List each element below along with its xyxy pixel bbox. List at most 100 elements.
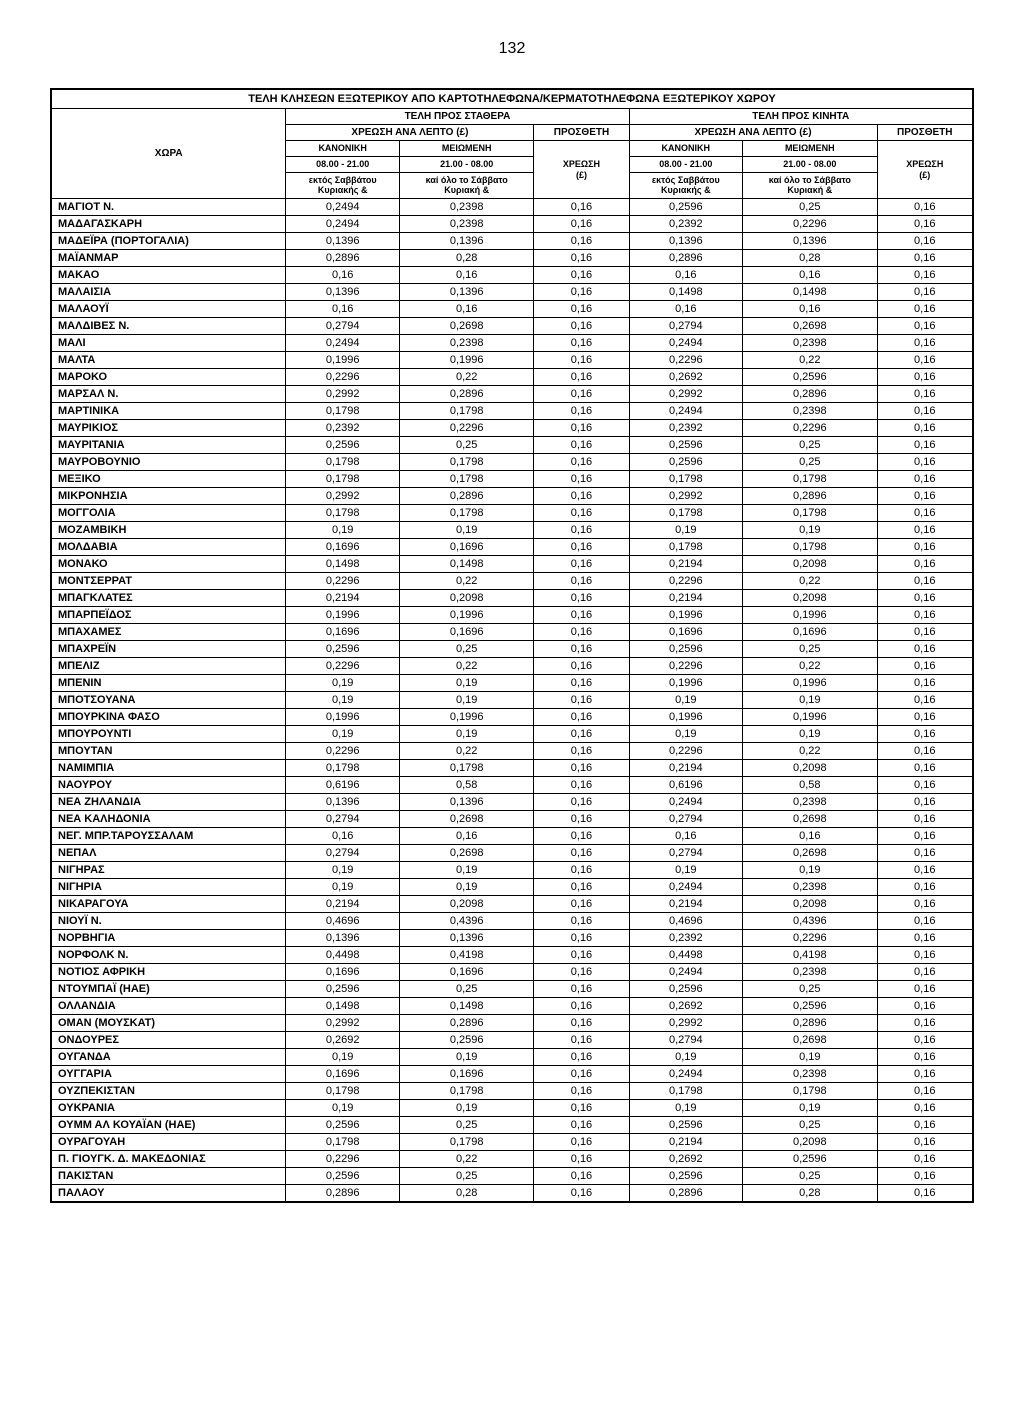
value-cell: 0,2896 (743, 488, 877, 505)
value-cell: 0,22 (399, 573, 533, 590)
table-row: ΜΠΟΤΣΟΥΑΝΑ0,190,190,160,190,190,16 (51, 692, 973, 709)
reduced-2: ΜΕΙΩΜΕΝΗ (743, 141, 877, 157)
value-cell: 0,2098 (399, 590, 533, 607)
value-cell: 0,16 (877, 335, 973, 352)
country-cell: ΜΠΑΓΚΛΑΤΕΣ (51, 590, 286, 607)
table-row: ΝΟΡΒΗΓΙΑ0,13960,13960,160,23920,22960,16 (51, 930, 973, 947)
value-cell: 0,16 (877, 284, 973, 301)
value-cell: 0,2098 (743, 590, 877, 607)
value-cell: 0,2296 (629, 743, 743, 760)
value-cell: 0,16 (534, 777, 629, 794)
table-row: ΜΠΑΧΑΜΕΣ0,16960,16960,160,16960,16960,16 (51, 624, 973, 641)
value-cell: 0,16 (877, 845, 973, 862)
value-cell: 0,1798 (286, 505, 400, 522)
value-cell: 0,16 (877, 250, 973, 267)
value-cell: 0,2392 (286, 420, 400, 437)
value-cell: 0,28 (743, 250, 877, 267)
value-cell: 0,19 (399, 522, 533, 539)
charge-1: ΧΡΕΩΣΗ(£) (534, 141, 629, 199)
country-cell: ΜΠΟΥΤΑΝ (51, 743, 286, 760)
value-cell: 0,2596 (286, 981, 400, 998)
value-cell: 0,2596 (629, 1117, 743, 1134)
table-row: ΜΑΛΑΟΥΪ0,160,160,160,160,160,16 (51, 301, 973, 318)
value-cell: 0,2296 (743, 420, 877, 437)
value-cell: 0,2596 (286, 1168, 400, 1185)
table-row: ΜΑΡΟΚΟ0,22960,220,160,26920,25960,16 (51, 369, 973, 386)
value-cell: 0,16 (877, 709, 973, 726)
table-row: ΜΑΥΡΙΤΑΝΙΑ0,25960,250,160,25960,250,16 (51, 437, 973, 454)
value-cell: 0,2596 (286, 641, 400, 658)
value-cell: 0,16 (534, 573, 629, 590)
value-cell: 0,25 (399, 981, 533, 998)
value-cell: 0,2794 (286, 318, 400, 335)
table-row: ΝΙΓΗΡΑΣ0,190,190,160,190,190,16 (51, 862, 973, 879)
value-cell: 0,1798 (286, 1083, 400, 1100)
value-cell: 0,16 (877, 454, 973, 471)
value-cell: 0,16 (534, 216, 629, 233)
value-cell: 0,28 (399, 1185, 533, 1203)
value-cell: 0,16 (877, 930, 973, 947)
value-cell: 0,16 (534, 624, 629, 641)
value-cell: 0,16 (534, 845, 629, 862)
table-row: ΜΑΛΙ0,24940,23980,160,24940,23980,16 (51, 335, 973, 352)
value-cell: 0,1396 (286, 930, 400, 947)
value-cell: 0,2596 (629, 437, 743, 454)
value-cell: 0,19 (286, 675, 400, 692)
country-cell: ΟΥΓΓΑΡΙΑ (51, 1066, 286, 1083)
value-cell: 0,16 (534, 1185, 629, 1203)
value-cell: 0,2098 (399, 896, 533, 913)
value-cell: 0,16 (534, 879, 629, 896)
value-cell: 0,19 (399, 879, 533, 896)
value-cell: 0,1396 (399, 284, 533, 301)
value-cell: 0,2398 (743, 335, 877, 352)
country-cell: Π. ΓΙΟΥΓΚ. Δ. ΜΑΚΕΔΟΝΙΑΣ (51, 1151, 286, 1168)
additional-2: ΠΡΟΣΘΕΤΗ (877, 125, 973, 141)
time1-a: 08.00 - 21.00 (286, 156, 400, 172)
country-cell: ΟΜΑΝ (ΜΟΥΣΚΑΤ) (51, 1015, 286, 1032)
value-cell: 0,2896 (399, 1015, 533, 1032)
value-cell: 0,19 (286, 692, 400, 709)
value-cell: 0,16 (534, 233, 629, 250)
value-cell: 0,1996 (743, 607, 877, 624)
value-cell: 0,16 (877, 760, 973, 777)
table-row: ΜΠΑΡΠΕΪΔΟΣ0,19960,19960,160,19960,19960,… (51, 607, 973, 624)
value-cell: 0,16 (399, 301, 533, 318)
value-cell: 0,25 (743, 437, 877, 454)
value-cell: 0,16 (743, 828, 877, 845)
country-cell: ΜΟΛΔΑΒΙΑ (51, 539, 286, 556)
value-cell: 0,16 (877, 743, 973, 760)
value-cell: 0,16 (534, 692, 629, 709)
value-cell: 0,2896 (399, 386, 533, 403)
value-cell: 0,1996 (286, 607, 400, 624)
value-cell: 0,2896 (743, 1015, 877, 1032)
value-cell: 0,16 (534, 1049, 629, 1066)
value-cell: 0,16 (877, 505, 973, 522)
value-cell: 0,16 (534, 437, 629, 454)
group-mobile: ΤΕΛΗ ΠΡΟΣ ΚΙΝΗΤΑ (629, 109, 973, 125)
value-cell: 0,2596 (629, 199, 743, 216)
value-cell: 0,16 (629, 267, 743, 284)
value-cell: 0,2296 (743, 930, 877, 947)
country-cell: ΜΑΡΟΚΟ (51, 369, 286, 386)
country-cell: ΠΑΚΙΣΤΑΝ (51, 1168, 286, 1185)
value-cell: 0,25 (743, 454, 877, 471)
value-cell: 0,2596 (629, 641, 743, 658)
table-row: ΜΟΝΑΚΟ0,14980,14980,160,21940,20980,16 (51, 556, 973, 573)
value-cell: 0,16 (877, 981, 973, 998)
value-cell: 0,16 (877, 1168, 973, 1185)
value-cell: 0,16 (534, 981, 629, 998)
value-cell: 0,16 (534, 1066, 629, 1083)
value-cell: 0,1696 (399, 539, 533, 556)
table-row: ΜΠΕΛΙΖ0,22960,220,160,22960,220,16 (51, 658, 973, 675)
value-cell: 0,1696 (743, 624, 877, 641)
table-row: ΠΑΛΑΟΥ0,28960,280,160,28960,280,16 (51, 1185, 973, 1203)
value-cell: 0,2296 (286, 369, 400, 386)
table-row: ΜΟΖΑΜΒΙΚΗ0,190,190,160,190,190,16 (51, 522, 973, 539)
value-cell: 0,2992 (286, 386, 400, 403)
value-cell: 0,25 (743, 1117, 877, 1134)
value-cell: 0,2194 (629, 760, 743, 777)
value-cell: 0,2992 (286, 488, 400, 505)
value-cell: 0,1798 (286, 454, 400, 471)
table-row: ΜΑΛΔΙΒΕΣ Ν.0,27940,26980,160,27940,26980… (51, 318, 973, 335)
table-row: ΜΟΛΔΑΒΙΑ0,16960,16960,160,17980,17980,16 (51, 539, 973, 556)
